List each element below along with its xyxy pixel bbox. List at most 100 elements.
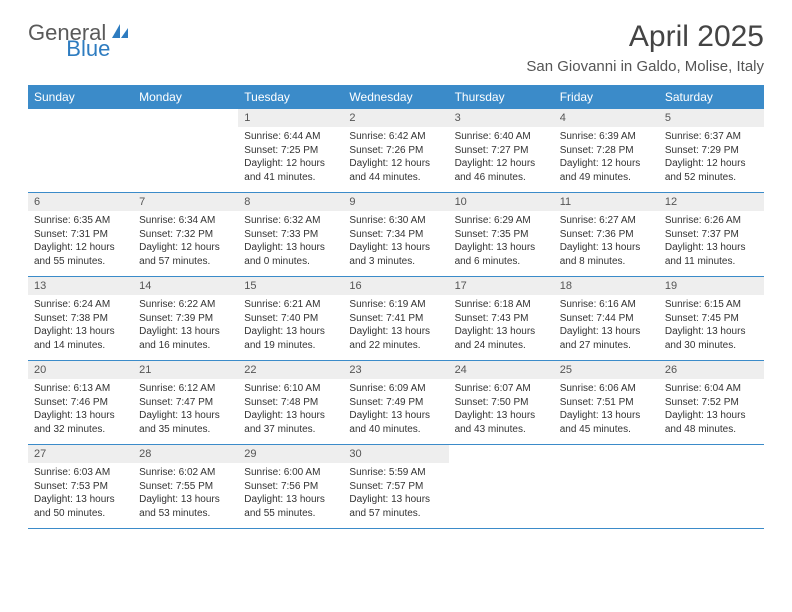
sunrise-text: Sunrise: 6:42 AM: [349, 130, 442, 144]
calendar-day-cell: [133, 109, 238, 193]
calendar-day-cell: [449, 445, 554, 529]
day-details: Sunrise: 6:06 AMSunset: 7:51 PMDaylight:…: [554, 379, 659, 444]
sunset-text: Sunset: 7:57 PM: [349, 480, 442, 494]
daylight-text: Daylight: 13 hours and 32 minutes.: [34, 409, 127, 436]
daylight-text: Daylight: 12 hours and 55 minutes.: [34, 241, 127, 268]
sunrise-text: Sunrise: 6:16 AM: [560, 298, 653, 312]
day-number: 8: [238, 193, 343, 211]
day-details: Sunrise: 6:22 AMSunset: 7:39 PMDaylight:…: [133, 295, 238, 360]
day-number: 15: [238, 277, 343, 295]
day-details: Sunrise: 6:12 AMSunset: 7:47 PMDaylight:…: [133, 379, 238, 444]
calendar-week-row: 13Sunrise: 6:24 AMSunset: 7:38 PMDayligh…: [28, 277, 764, 361]
day-details: Sunrise: 6:37 AMSunset: 7:29 PMDaylight:…: [659, 127, 764, 192]
calendar-day-cell: 19Sunrise: 6:15 AMSunset: 7:45 PMDayligh…: [659, 277, 764, 361]
day-number: 10: [449, 193, 554, 211]
calendar-day-cell: 24Sunrise: 6:07 AMSunset: 7:50 PMDayligh…: [449, 361, 554, 445]
calendar-day-cell: 6Sunrise: 6:35 AMSunset: 7:31 PMDaylight…: [28, 193, 133, 277]
calendar-day-cell: 25Sunrise: 6:06 AMSunset: 7:51 PMDayligh…: [554, 361, 659, 445]
calendar-day-cell: 5Sunrise: 6:37 AMSunset: 7:29 PMDaylight…: [659, 109, 764, 193]
day-details: Sunrise: 6:21 AMSunset: 7:40 PMDaylight:…: [238, 295, 343, 360]
daylight-text: Daylight: 13 hours and 55 minutes.: [244, 493, 337, 520]
day-details: Sunrise: 6:44 AMSunset: 7:25 PMDaylight:…: [238, 127, 343, 192]
daylight-text: Daylight: 12 hours and 49 minutes.: [560, 157, 653, 184]
sunset-text: Sunset: 7:37 PM: [665, 228, 758, 242]
calendar-day-cell: 17Sunrise: 6:18 AMSunset: 7:43 PMDayligh…: [449, 277, 554, 361]
sunrise-text: Sunrise: 6:09 AM: [349, 382, 442, 396]
day-details: Sunrise: 5:59 AMSunset: 7:57 PMDaylight:…: [343, 463, 448, 528]
day-number: 19: [659, 277, 764, 295]
day-details: Sunrise: 6:13 AMSunset: 7:46 PMDaylight:…: [28, 379, 133, 444]
sunrise-text: Sunrise: 6:39 AM: [560, 130, 653, 144]
header: General Blue April 2025 San Giovanni in …: [28, 20, 764, 75]
sunrise-text: Sunrise: 6:29 AM: [455, 214, 548, 228]
sunset-text: Sunset: 7:41 PM: [349, 312, 442, 326]
calendar-day-cell: 10Sunrise: 6:29 AMSunset: 7:35 PMDayligh…: [449, 193, 554, 277]
sunset-text: Sunset: 7:53 PM: [34, 480, 127, 494]
sunrise-text: Sunrise: 6:32 AM: [244, 214, 337, 228]
weekday-header: Saturday: [659, 85, 764, 109]
sunset-text: Sunset: 7:32 PM: [139, 228, 232, 242]
day-number: 3: [449, 109, 554, 127]
calendar-week-row: 6Sunrise: 6:35 AMSunset: 7:31 PMDaylight…: [28, 193, 764, 277]
weekday-header: Thursday: [449, 85, 554, 109]
day-details: Sunrise: 6:19 AMSunset: 7:41 PMDaylight:…: [343, 295, 448, 360]
calendar-day-cell: 21Sunrise: 6:12 AMSunset: 7:47 PMDayligh…: [133, 361, 238, 445]
day-number: 6: [28, 193, 133, 211]
sunset-text: Sunset: 7:40 PM: [244, 312, 337, 326]
sunrise-text: Sunrise: 6:21 AM: [244, 298, 337, 312]
day-details: Sunrise: 6:24 AMSunset: 7:38 PMDaylight:…: [28, 295, 133, 360]
calendar-day-cell: 23Sunrise: 6:09 AMSunset: 7:49 PMDayligh…: [343, 361, 448, 445]
daylight-text: Daylight: 12 hours and 46 minutes.: [455, 157, 548, 184]
sunset-text: Sunset: 7:26 PM: [349, 144, 442, 158]
calendar-day-cell: 16Sunrise: 6:19 AMSunset: 7:41 PMDayligh…: [343, 277, 448, 361]
day-number: 11: [554, 193, 659, 211]
day-number: 22: [238, 361, 343, 379]
sunrise-text: Sunrise: 6:12 AM: [139, 382, 232, 396]
calendar-week-row: 20Sunrise: 6:13 AMSunset: 7:46 PMDayligh…: [28, 361, 764, 445]
day-details: Sunrise: 6:18 AMSunset: 7:43 PMDaylight:…: [449, 295, 554, 360]
calendar-day-cell: 20Sunrise: 6:13 AMSunset: 7:46 PMDayligh…: [28, 361, 133, 445]
day-number: 28: [133, 445, 238, 463]
calendar-day-cell: [659, 445, 764, 529]
day-number: 2: [343, 109, 448, 127]
day-number: 24: [449, 361, 554, 379]
sunrise-text: Sunrise: 6:18 AM: [455, 298, 548, 312]
sunrise-text: Sunrise: 6:34 AM: [139, 214, 232, 228]
weekday-header: Sunday: [28, 85, 133, 109]
daylight-text: Daylight: 13 hours and 30 minutes.: [665, 325, 758, 352]
sunrise-text: Sunrise: 6:02 AM: [139, 466, 232, 480]
calendar-day-cell: 14Sunrise: 6:22 AMSunset: 7:39 PMDayligh…: [133, 277, 238, 361]
daylight-text: Daylight: 13 hours and 35 minutes.: [139, 409, 232, 436]
day-details: Sunrise: 6:30 AMSunset: 7:34 PMDaylight:…: [343, 211, 448, 276]
day-number: 1: [238, 109, 343, 127]
daylight-text: Daylight: 13 hours and 45 minutes.: [560, 409, 653, 436]
sunset-text: Sunset: 7:44 PM: [560, 312, 653, 326]
calendar-day-cell: [554, 445, 659, 529]
day-details: Sunrise: 6:39 AMSunset: 7:28 PMDaylight:…: [554, 127, 659, 192]
calendar-day-cell: 27Sunrise: 6:03 AMSunset: 7:53 PMDayligh…: [28, 445, 133, 529]
sunrise-text: Sunrise: 6:40 AM: [455, 130, 548, 144]
calendar-header-row: Sunday Monday Tuesday Wednesday Thursday…: [28, 85, 764, 109]
calendar-day-cell: 13Sunrise: 6:24 AMSunset: 7:38 PMDayligh…: [28, 277, 133, 361]
daylight-text: Daylight: 13 hours and 22 minutes.: [349, 325, 442, 352]
sunrise-text: Sunrise: 6:27 AM: [560, 214, 653, 228]
day-details: Sunrise: 6:32 AMSunset: 7:33 PMDaylight:…: [238, 211, 343, 276]
day-number: 14: [133, 277, 238, 295]
sunset-text: Sunset: 7:49 PM: [349, 396, 442, 410]
day-details: Sunrise: 6:02 AMSunset: 7:55 PMDaylight:…: [133, 463, 238, 528]
sunset-text: Sunset: 7:48 PM: [244, 396, 337, 410]
sunset-text: Sunset: 7:46 PM: [34, 396, 127, 410]
sunset-text: Sunset: 7:31 PM: [34, 228, 127, 242]
day-number: 18: [554, 277, 659, 295]
day-details: Sunrise: 6:16 AMSunset: 7:44 PMDaylight:…: [554, 295, 659, 360]
sunset-text: Sunset: 7:25 PM: [244, 144, 337, 158]
sunset-text: Sunset: 7:33 PM: [244, 228, 337, 242]
daylight-text: Daylight: 13 hours and 53 minutes.: [139, 493, 232, 520]
daylight-text: Daylight: 13 hours and 3 minutes.: [349, 241, 442, 268]
day-number: 26: [659, 361, 764, 379]
calendar-day-cell: 11Sunrise: 6:27 AMSunset: 7:36 PMDayligh…: [554, 193, 659, 277]
calendar-day-cell: [28, 109, 133, 193]
sunset-text: Sunset: 7:29 PM: [665, 144, 758, 158]
day-details: Sunrise: 6:04 AMSunset: 7:52 PMDaylight:…: [659, 379, 764, 444]
day-details: Sunrise: 6:00 AMSunset: 7:56 PMDaylight:…: [238, 463, 343, 528]
